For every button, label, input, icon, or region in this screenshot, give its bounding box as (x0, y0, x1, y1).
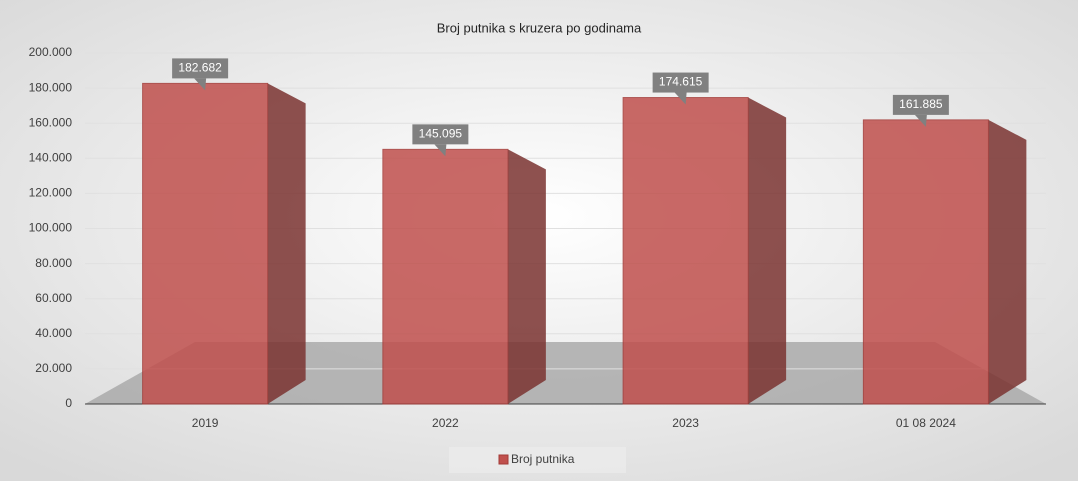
data-label: 161.885 (899, 97, 943, 111)
legend-label: Broj putnika (511, 452, 575, 466)
y-tick-label: 180.000 (29, 80, 73, 94)
x-tick-label: 2022 (432, 416, 459, 430)
data-label: 174.615 (659, 75, 703, 89)
y-tick-label: 20.000 (35, 361, 72, 375)
y-tick-label: 100.000 (29, 221, 73, 235)
bar (382, 148, 509, 405)
data-label-pointer (434, 144, 447, 157)
bar (142, 82, 269, 405)
y-tick-label: 40.000 (35, 326, 72, 340)
bar (622, 97, 749, 405)
data-label-box (172, 58, 229, 79)
y-tick-label: 160.000 (29, 115, 73, 129)
bar-side-face (267, 83, 306, 404)
floor (85, 342, 1046, 404)
data-label-pointer (914, 114, 927, 127)
bar-side-face (748, 97, 787, 405)
x-tick-label: 2019 (192, 416, 219, 430)
data-label-box (652, 72, 709, 93)
x-tick-label: 01 08 2024 (896, 416, 956, 430)
legend-box (449, 447, 626, 473)
y-tick-label: 80.000 (35, 256, 72, 270)
data-label-pointer (674, 92, 687, 105)
legend-swatch (498, 454, 509, 465)
data-label: 182.682 (178, 61, 222, 75)
data-label: 145.095 (419, 127, 463, 141)
y-tick-label: 0 (65, 396, 72, 410)
y-tick-label: 140.000 (29, 150, 73, 164)
data-label-box (412, 124, 469, 145)
y-tick-label: 60.000 (35, 291, 72, 305)
x-tick-label: 2023 (672, 416, 699, 430)
data-label-box (892, 94, 949, 115)
y-tick-label: 120.000 (29, 186, 73, 200)
bar-side-face (988, 119, 1027, 405)
y-tick-label: 200.000 (29, 45, 73, 59)
data-label-pointer (194, 78, 207, 91)
bar-side-face (507, 149, 546, 404)
chart-title: Broj putnika s kruzera po godinama (437, 20, 642, 35)
bar (862, 119, 989, 405)
